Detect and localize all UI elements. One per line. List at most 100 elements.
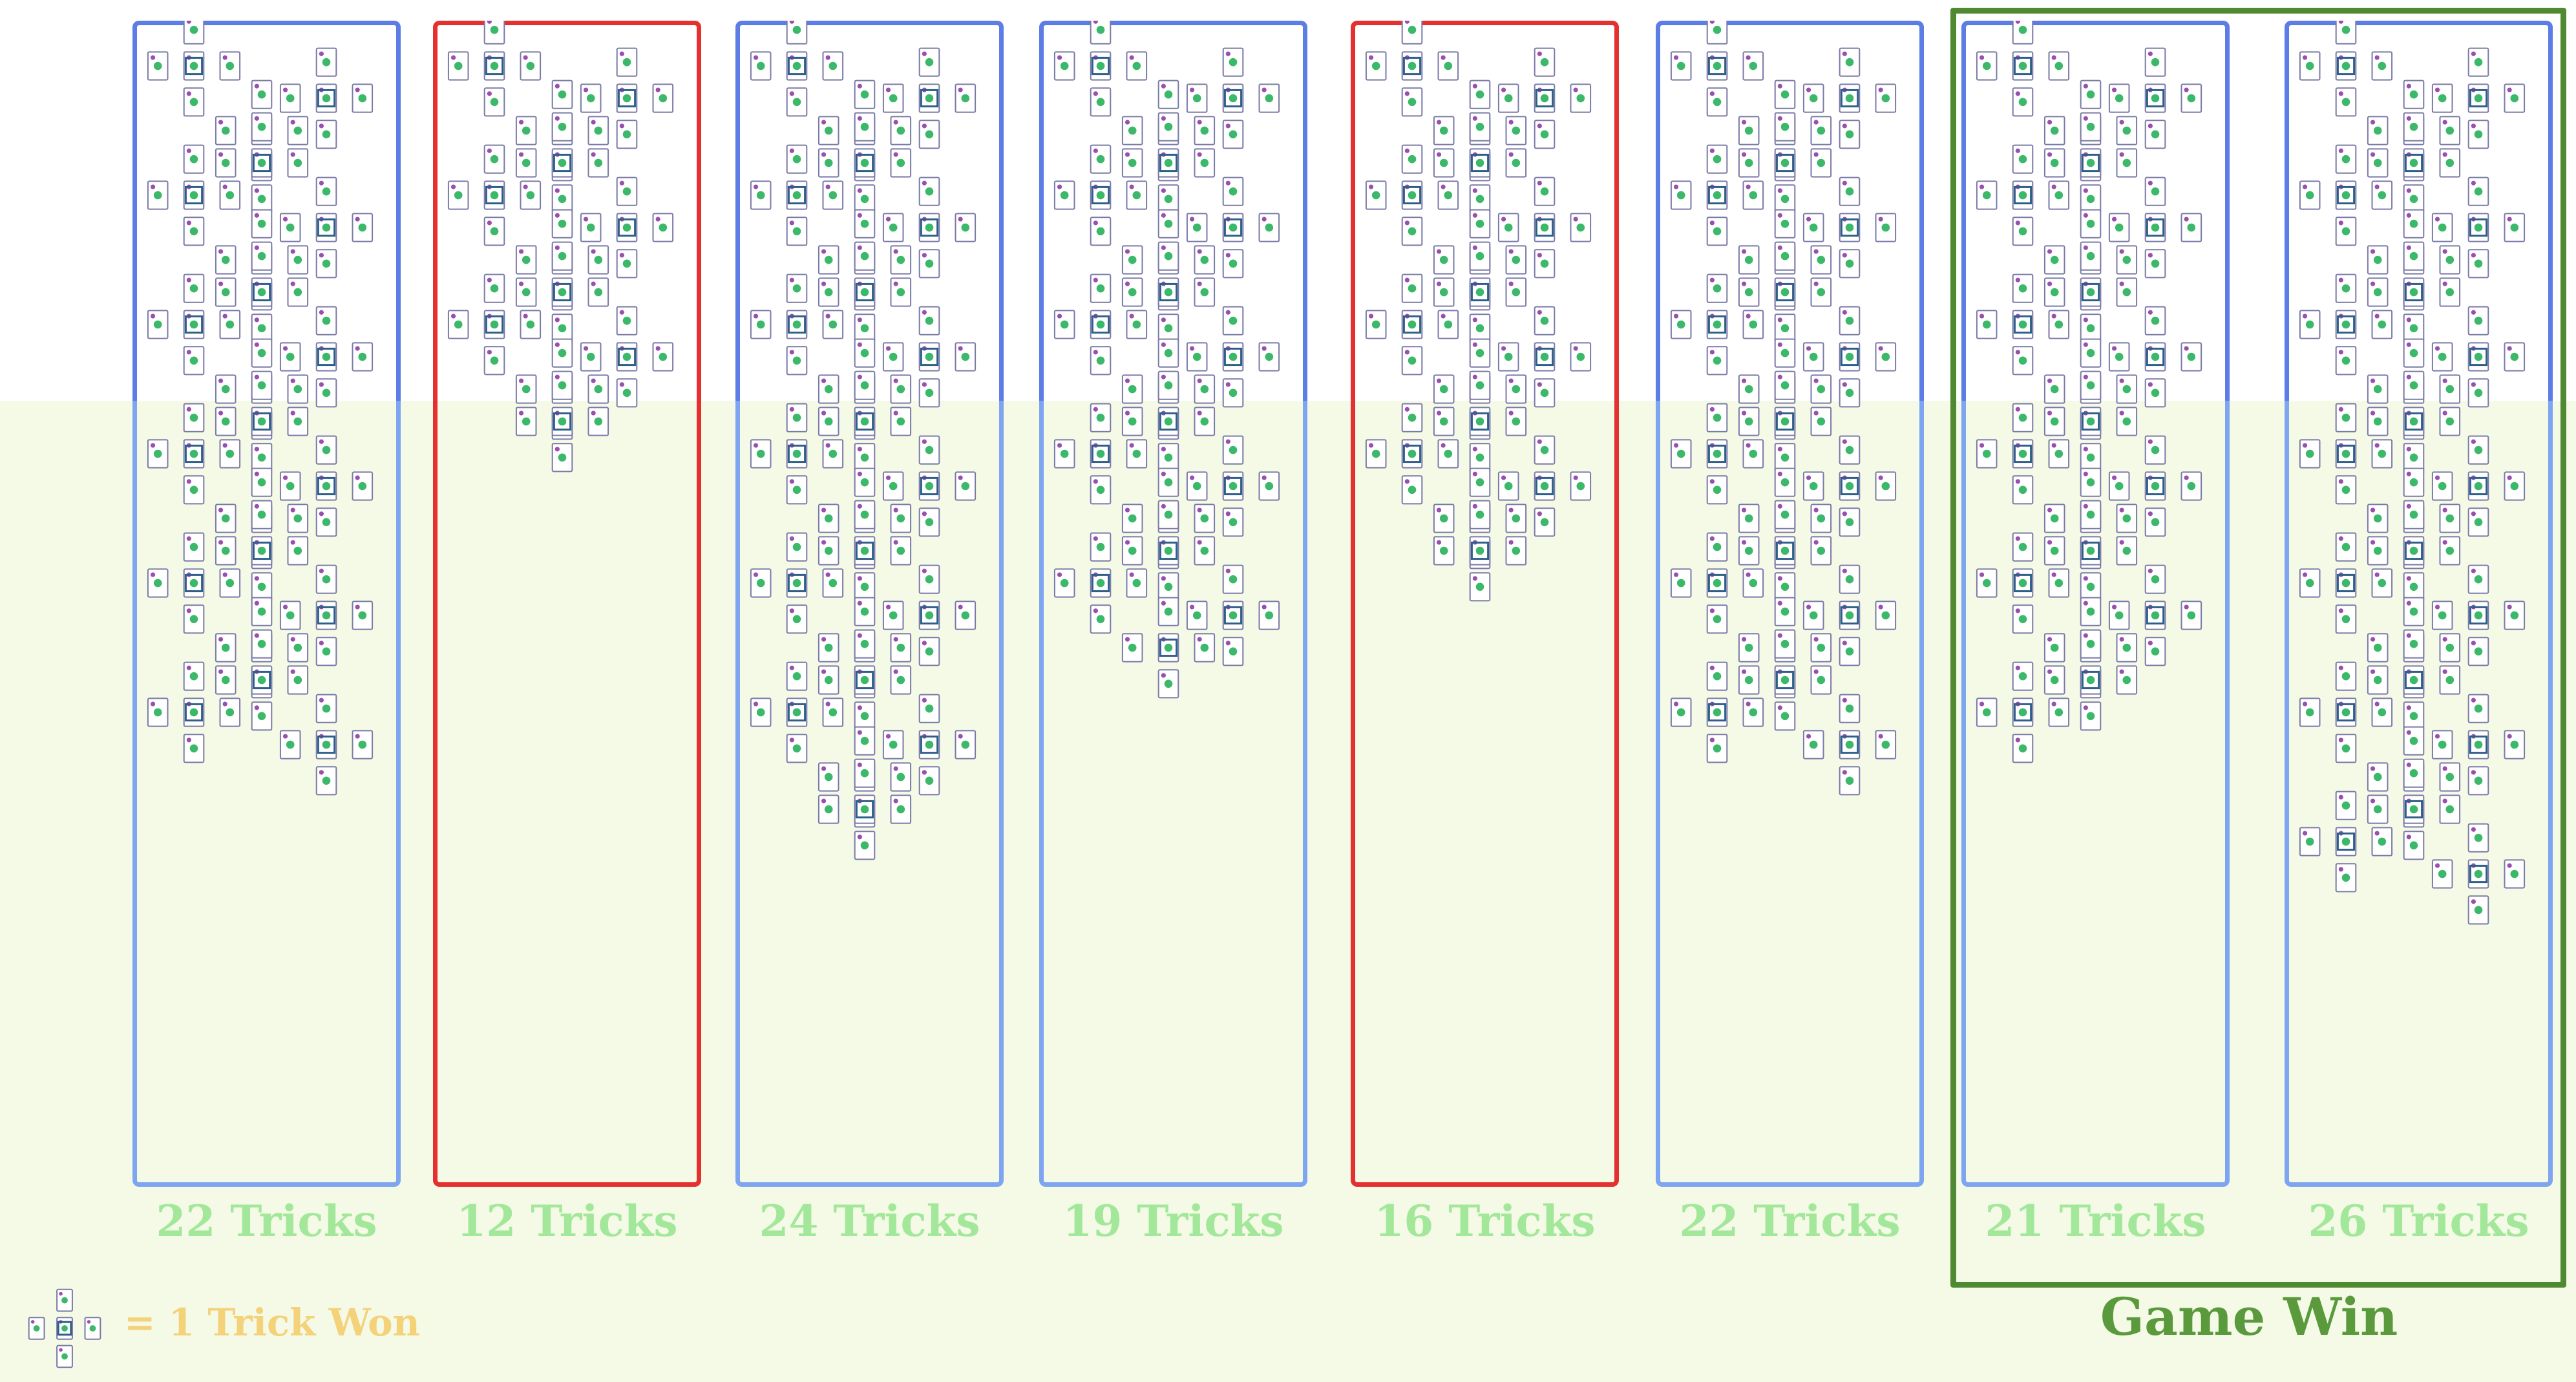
trick-2 [1497,47,1592,149]
trick-5 [1976,144,2070,246]
column-4-lower-box [1039,401,1307,1187]
trick-5 [1365,144,1459,246]
column-6-upper-box [1656,21,1924,401]
trick-14 [1186,435,1280,537]
trick-10 [2108,306,2202,408]
trick-8 [1738,241,1832,343]
trick-21 [1976,661,2070,763]
trick-16 [2367,500,2461,602]
trick-9 [1976,273,2070,376]
column-5-tricks [1365,21,1592,602]
trick-14 [1497,435,1592,537]
column-7-tricks-label: 21 Tricks [1985,1196,2206,1246]
column-1-upper-box [132,21,401,401]
game-win-frame [1950,8,2566,1288]
trick-10 [1802,306,1897,408]
column-4-upper-box [1039,21,1307,401]
trick-2 [580,47,674,149]
trick-12 [215,370,309,473]
column-3-upper-box [735,21,1004,401]
trick-9 [2299,273,2393,376]
trick-13 [1976,403,2070,505]
trick-17 [147,532,241,634]
trick-21 [750,661,844,763]
trick-10 [580,306,674,408]
trick-16 [1738,500,1832,602]
trick-22 [279,694,374,796]
trick-1 [1976,21,2070,117]
trick-17 [1976,532,2070,634]
column-3-tricks [750,21,977,860]
column-2-upper-box [433,21,701,401]
trick-2 [2431,47,2526,149]
trick-14 [279,435,374,537]
trick-12 [2367,370,2461,473]
column-1-tricks [147,21,374,796]
trick-2 [1802,47,1897,149]
trick-20 [818,629,912,731]
trick-16 [2043,500,2138,602]
trick-22 [882,694,977,796]
trick-1 [750,21,844,117]
trick-14 [2431,435,2526,537]
trick-1 [2299,21,2393,117]
column-1-lower-box [132,401,401,1187]
column-5-tricks-label: 16 Tricks [1374,1196,1596,1246]
trick-4 [818,112,912,214]
trick-22 [1802,694,1897,796]
trick-8 [818,241,912,343]
column-8-tricks-label: 26 Tricks [2308,1196,2529,1246]
trick-8 [1121,241,1216,343]
trick-6 [1802,176,1897,279]
trick-13 [147,403,241,505]
column-5-upper-box [1351,21,1619,401]
legend-text: = 1 Trick Won [124,1301,420,1345]
trick-5 [750,144,844,246]
trick-21 [147,661,241,763]
trick-14 [882,435,977,537]
trick-9 [1670,273,1764,376]
trick-12 [1121,370,1216,473]
trick-9 [147,273,241,376]
trick-18 [279,564,374,666]
trick-5 [147,144,241,246]
column-3-tricks-label: 24 Tricks [759,1196,980,1246]
lower-band [0,401,2576,1382]
trick-6 [2431,176,2526,279]
column-1-tricks-label: 22 Tricks [156,1196,377,1246]
column-2-tricks-label: 12 Tricks [456,1196,678,1246]
trick-6 [279,176,374,279]
trick-18 [2431,564,2526,666]
trick-12 [515,370,609,473]
trick-2 [2108,47,2202,149]
trick-12 [1738,370,1832,473]
trick-4 [1738,112,1832,214]
trick-1 [447,21,542,117]
column-4-tricks-label: 19 Tricks [1062,1196,1284,1246]
trick-11 [1121,338,1216,440]
trick-5 [1670,144,1764,246]
trick-8 [1433,241,1527,343]
column-7-lower-box [1961,401,2230,1187]
trick-13 [1365,403,1459,505]
column-2-lower-box [433,401,701,1187]
trick-12 [2043,370,2138,473]
trick-18 [2108,564,2202,666]
trick-26 [2431,823,2526,925]
trick-2 [882,47,977,149]
trick-5 [447,144,542,246]
trick-20 [2367,629,2461,731]
column-6-tricks [1670,21,1897,796]
column-4-tricks [1053,21,1280,699]
trick-9 [1053,273,1148,376]
trick-cross-icon [16,1280,113,1377]
trick-6 [580,176,674,279]
trick-12 [1433,370,1527,473]
trick-10 [1497,306,1592,408]
trick-6 [1186,176,1280,279]
trick-18 [882,564,977,666]
trick-17 [1053,532,1148,634]
trick-4 [215,112,309,214]
trick-1 [1053,21,1148,117]
column-7-tricks [1976,21,2202,763]
